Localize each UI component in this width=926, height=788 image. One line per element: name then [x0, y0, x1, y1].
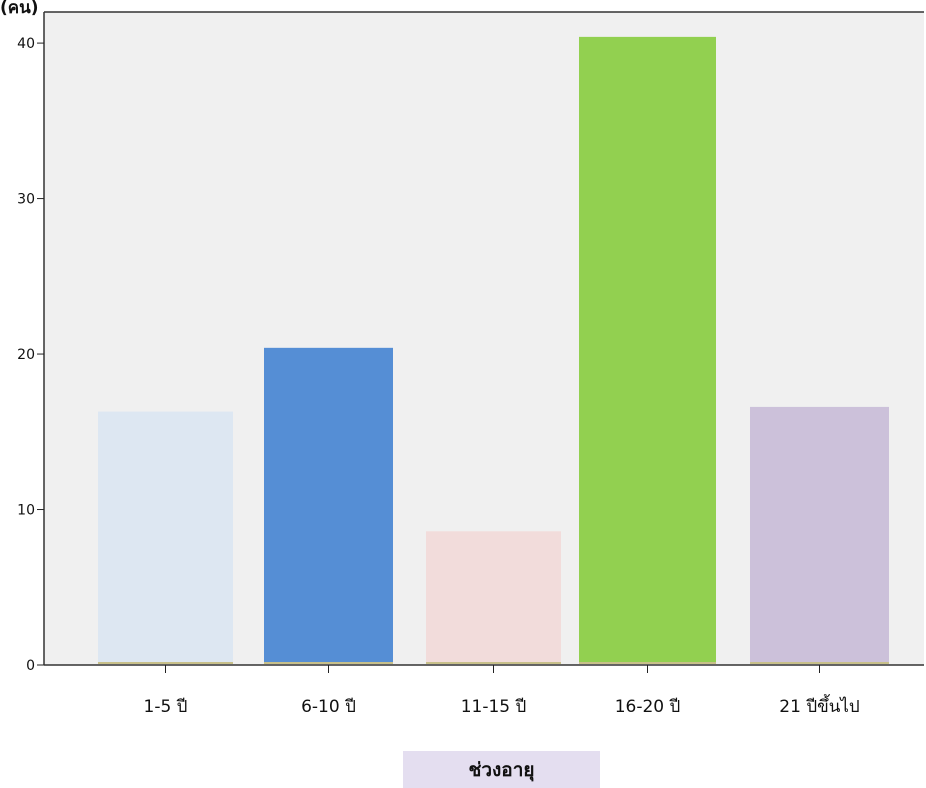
- bar-2: [264, 347, 393, 662]
- bar-5: [750, 406, 889, 662]
- x-axis-label: ช่วงอายุ: [403, 751, 600, 788]
- y-tick-label-2: 10: [17, 503, 35, 519]
- y-tick-label-4: 30: [17, 192, 35, 208]
- y-axis-label: (คน): [0, 0, 39, 18]
- bar-3: [426, 531, 561, 662]
- x-tick-label-4: 16-20 ปี: [615, 697, 681, 717]
- y-tick-label-1: 0: [26, 658, 35, 674]
- x-tick-label-5: 21 ปีขึ้นไป: [779, 694, 859, 717]
- bar-4: [579, 36, 716, 662]
- y-tick-label-3: 20: [17, 347, 35, 363]
- x-tick-label-2: 6-10 ปี: [301, 697, 356, 717]
- y-tick-label-5: 40: [17, 36, 35, 52]
- bar-1: [98, 411, 233, 662]
- x-tick-label-1: 1-5 ปี: [144, 697, 188, 717]
- x-tick-label-3: 11-15 ปี: [461, 697, 527, 717]
